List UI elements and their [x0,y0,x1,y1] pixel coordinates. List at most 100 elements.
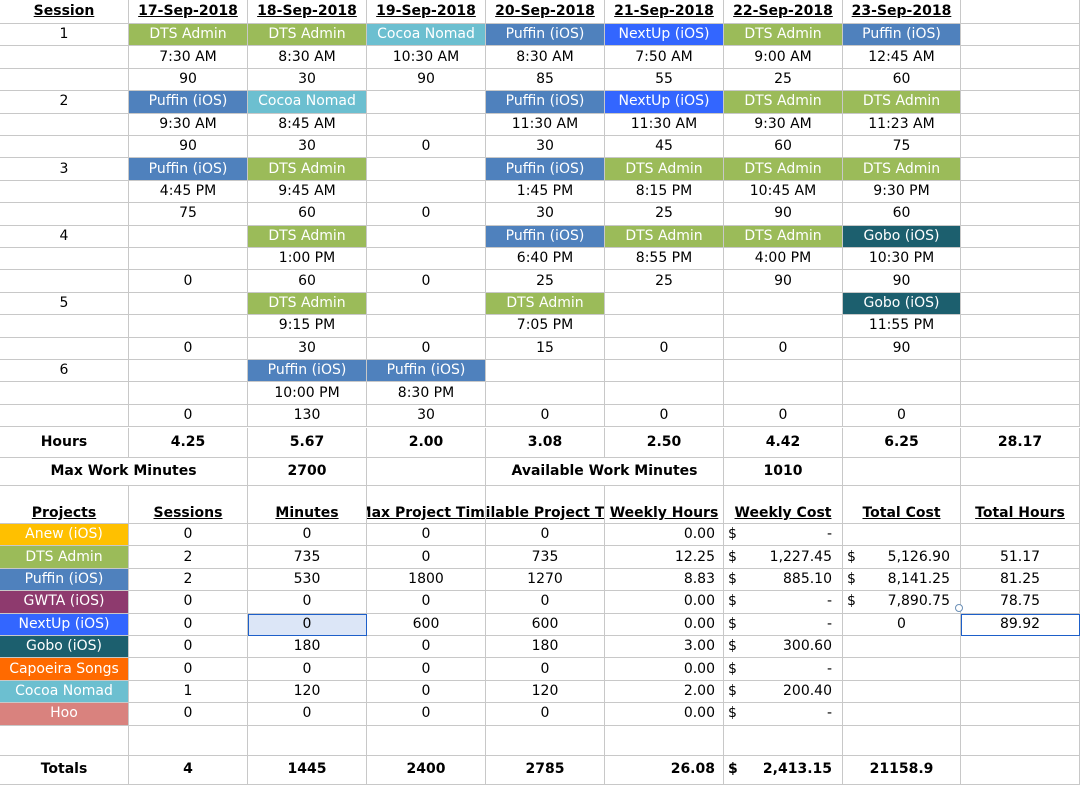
empty-cell[interactable] [0,248,129,271]
session-number[interactable]: 5 [0,292,129,316]
max-work-minutes-value[interactable]: 2700 [248,458,367,486]
project-total-cost-cell[interactable]: $8,141.25 [843,568,961,592]
session-time-cell[interactable]: 8:55 PM [605,248,724,271]
session-minutes-cell[interactable]: 75 [843,136,961,159]
session-minutes-cell[interactable]: 0 [129,337,248,360]
project-available-time-cell[interactable]: 1270 [486,568,605,592]
selection-handle[interactable] [955,604,963,612]
project-available-time-cell[interactable]: 180 [486,636,605,659]
session-minutes-cell[interactable]: 60 [843,203,961,226]
session-project-cell[interactable]: DTS Admin [724,24,843,47]
session-time-cell[interactable] [843,382,961,405]
project-total-hours-cell[interactable] [961,703,1080,726]
empty-cell[interactable] [605,725,724,756]
project-max-time-cell[interactable]: 0 [367,658,486,681]
session-project-cell[interactable]: DTS Admin [605,225,724,248]
empty-cell[interactable] [0,136,129,159]
session-minutes-cell[interactable]: 60 [248,270,367,293]
project-weekly-cost-cell[interactable]: $ - [724,524,843,547]
session-time-cell[interactable]: 4:45 PM [129,180,248,204]
empty-cell[interactable] [961,382,1080,405]
project-total-hours-cell[interactable] [961,636,1080,659]
empty-cell[interactable] [961,725,1080,756]
session-minutes-cell[interactable]: 30 [486,203,605,226]
session-project-cell[interactable] [724,360,843,383]
session-project-cell[interactable]: DTS Admin [248,292,367,316]
session-project-cell[interactable] [367,292,486,316]
session-minutes-cell[interactable]: 30 [248,337,367,360]
project-available-time-cell[interactable]: 0 [486,658,605,681]
project-total-hours-cell[interactable] [961,524,1080,547]
session-time-cell[interactable] [605,382,724,405]
session-minutes-cell[interactable]: 90 [129,68,248,92]
session-project-cell[interactable] [724,292,843,316]
project-total-cost-cell[interactable]: $5,126.90 [843,546,961,569]
session-minutes-cell[interactable]: 90 [843,270,961,293]
session-minutes-cell[interactable]: 85 [486,68,605,92]
totals-available[interactable]: 2785 [486,755,605,785]
project-available-time-cell[interactable]: 735 [486,546,605,569]
session-minutes-cell[interactable]: 0 [605,404,724,428]
project-weekly-cost-cell[interactable]: $885.10 [724,568,843,592]
session-minutes-cell[interactable]: 25 [486,270,605,293]
session-project-cell[interactable]: Gobo (iOS) [843,292,961,316]
session-time-cell[interactable]: 11:30 AM [605,113,724,136]
session-project-cell[interactable]: Puffin (iOS) [367,360,486,383]
project-minutes-cell[interactable]: 0 [248,591,367,614]
session-project-cell[interactable]: Puffin (iOS) [248,360,367,383]
session-project-cell[interactable]: Puffin (iOS) [486,225,605,248]
project-weekly-cost-cell[interactable]: $300.60 [724,636,843,659]
project-total-hours-cell[interactable] [961,680,1080,704]
project-max-time-cell[interactable]: 0 [367,636,486,659]
project-total-cost-cell[interactable]: 0 [843,613,961,636]
empty-cell[interactable] [961,248,1080,271]
project-name-cell[interactable]: DTS Admin [0,546,129,569]
projects-column-header[interactable]: Projects [0,486,129,524]
empty-cell[interactable] [129,725,248,756]
project-total-cost-cell[interactable] [843,680,961,704]
project-available-time-cell[interactable]: 600 [486,613,605,636]
empty-cell[interactable] [961,46,1080,69]
session-time-cell[interactable]: 10:45 AM [724,180,843,204]
empty-cell[interactable] [961,270,1080,293]
project-name-cell[interactable]: Hoo [0,703,129,726]
session-project-cell[interactable] [129,360,248,383]
session-time-cell[interactable] [605,315,724,338]
project-minutes-cell[interactable]: 120 [248,680,367,704]
empty-cell[interactable] [961,404,1080,428]
empty-cell[interactable] [0,270,129,293]
date-header[interactable]: 20-Sep-2018 [486,0,605,24]
empty-cell[interactable] [961,292,1080,316]
session-minutes-cell[interactable]: 90 [724,270,843,293]
project-name-cell[interactable]: NextUp (iOS) [0,613,129,636]
project-minutes-cell[interactable]: 180 [248,636,367,659]
session-minutes-cell[interactable]: 30 [367,404,486,428]
session-minutes-cell[interactable]: 0 [367,337,486,360]
empty-cell[interactable] [367,725,486,756]
session-minutes-cell[interactable]: 0 [129,270,248,293]
session-minutes-cell[interactable]: 60 [843,68,961,92]
project-max-time-cell[interactable]: 1800 [367,568,486,592]
empty-cell[interactable] [0,725,129,756]
total-hours-cell[interactable]: 28.17 [961,428,1080,458]
empty-cell[interactable] [843,725,961,756]
project-weekly-cost-cell[interactable]: $200.40 [724,680,843,704]
session-project-cell[interactable]: Cocoa Nomad [248,91,367,114]
empty-cell[interactable] [961,755,1080,785]
daily-hours-cell[interactable]: 2.00 [367,428,486,458]
project-total-cost-cell[interactable] [843,524,961,547]
project-max-time-cell[interactable]: 0 [367,546,486,569]
empty-cell[interactable] [0,315,129,338]
daily-hours-cell[interactable]: 5.67 [248,428,367,458]
projects-column-header[interactable]: Weekly Hours [605,486,724,524]
max-work-minutes-label[interactable]: Max Work Minutes [0,458,248,486]
date-header[interactable]: 19-Sep-2018 [367,0,486,24]
session-minutes-cell[interactable]: 25 [605,203,724,226]
empty-cell[interactable] [961,225,1080,248]
session-time-cell[interactable]: 10:30 PM [843,248,961,271]
session-time-cell[interactable]: 10:30 AM [367,46,486,69]
session-minutes-cell[interactable]: 130 [248,404,367,428]
session-minutes-cell[interactable]: 90 [724,203,843,226]
session-minutes-cell[interactable]: 0 [486,404,605,428]
